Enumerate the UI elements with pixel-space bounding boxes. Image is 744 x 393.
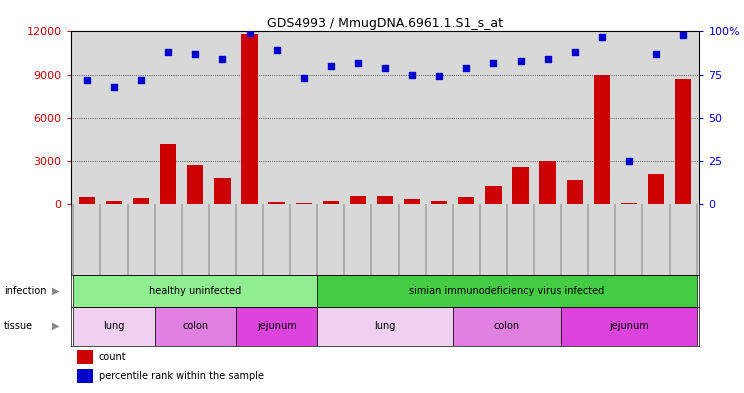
Point — [325, 63, 337, 69]
Bar — [513, 167, 529, 204]
Text: simian immunodeficiency virus infected: simian immunodeficiency virus infected — [409, 286, 605, 296]
Bar — [458, 197, 475, 204]
Bar — [377, 196, 393, 204]
Bar — [241, 34, 257, 204]
Point — [487, 59, 499, 66]
Text: colon: colon — [494, 321, 520, 331]
Bar — [648, 174, 664, 204]
Text: percentile rank within the sample: percentile rank within the sample — [99, 371, 264, 382]
Point — [352, 59, 364, 66]
Bar — [567, 180, 583, 204]
Bar — [74, 307, 155, 346]
Point — [433, 73, 445, 79]
Bar — [187, 165, 203, 204]
Bar — [133, 198, 150, 204]
Point — [190, 51, 202, 57]
Bar — [620, 203, 637, 204]
Text: lung: lung — [374, 321, 396, 331]
Bar — [155, 307, 236, 346]
Text: infection: infection — [4, 286, 46, 296]
Text: healthy uninfected: healthy uninfected — [150, 286, 242, 296]
Bar — [485, 185, 501, 204]
Bar — [79, 197, 95, 204]
Bar — [295, 203, 312, 204]
Point — [81, 77, 93, 83]
Point — [243, 30, 255, 36]
Text: lung: lung — [103, 321, 125, 331]
Point — [406, 72, 418, 78]
Bar — [77, 350, 93, 364]
Bar — [74, 275, 317, 307]
Point — [542, 56, 554, 62]
Bar — [317, 275, 696, 307]
Point — [461, 64, 472, 71]
Text: ▶: ▶ — [52, 321, 60, 331]
Bar — [323, 202, 339, 204]
Point — [596, 33, 608, 40]
Point — [623, 158, 635, 164]
Text: tissue: tissue — [4, 321, 33, 331]
Text: jejunum: jejunum — [609, 321, 649, 331]
Title: GDS4993 / MmugDNA.6961.1.S1_s_at: GDS4993 / MmugDNA.6961.1.S1_s_at — [267, 17, 503, 30]
Point — [108, 84, 120, 90]
Point — [650, 51, 662, 57]
Bar — [77, 369, 93, 383]
Bar — [236, 307, 317, 346]
Bar — [594, 75, 610, 204]
Bar — [214, 178, 231, 204]
Bar — [350, 196, 366, 204]
Bar — [317, 307, 453, 346]
Bar — [675, 79, 691, 204]
Bar — [404, 199, 420, 204]
Point — [217, 56, 228, 62]
Point — [379, 64, 391, 71]
Bar — [269, 202, 285, 204]
Bar — [106, 201, 122, 204]
Point — [677, 32, 689, 38]
Text: count: count — [99, 352, 126, 362]
Bar — [539, 161, 556, 204]
Point — [515, 58, 527, 64]
Text: jejunum: jejunum — [257, 321, 297, 331]
Point — [298, 75, 310, 81]
Bar — [561, 307, 696, 346]
Bar — [160, 144, 176, 204]
Point — [162, 49, 174, 55]
Bar — [431, 202, 447, 204]
Point — [135, 77, 147, 83]
Point — [568, 49, 580, 55]
Text: colon: colon — [182, 321, 208, 331]
Text: ▶: ▶ — [52, 286, 60, 296]
Point — [271, 47, 283, 53]
Bar — [453, 307, 561, 346]
